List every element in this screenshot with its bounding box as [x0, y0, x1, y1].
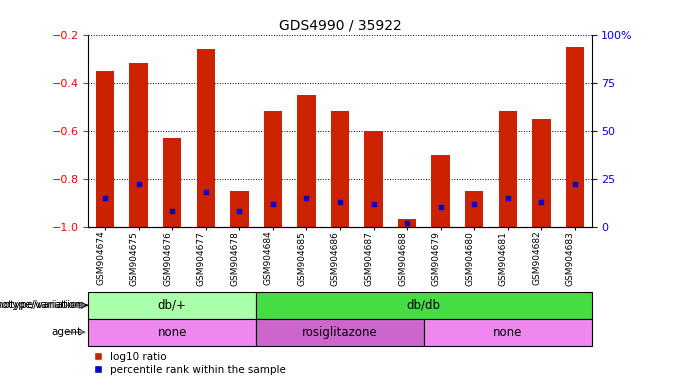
Bar — [424, 319, 592, 346]
Bar — [88, 319, 256, 346]
Bar — [163, 138, 182, 227]
Bar — [256, 292, 592, 319]
Title: GDS4990 / 35922: GDS4990 / 35922 — [279, 18, 401, 32]
Bar — [532, 119, 551, 227]
Bar — [197, 49, 215, 227]
Legend: log10 ratio, percentile rank within the sample: log10 ratio, percentile rank within the … — [94, 352, 286, 375]
Bar — [398, 219, 416, 227]
Text: none: none — [493, 326, 522, 339]
Bar — [465, 190, 483, 227]
Bar — [96, 71, 114, 227]
Text: genotype/variation: genotype/variation — [0, 300, 84, 310]
Bar — [297, 94, 316, 227]
Bar — [256, 319, 424, 346]
Bar — [129, 63, 148, 227]
Bar — [364, 131, 383, 227]
Bar — [498, 111, 517, 227]
Text: agent: agent — [52, 327, 82, 337]
Bar — [566, 46, 584, 227]
Text: db/db: db/db — [407, 299, 441, 312]
Bar — [431, 155, 450, 227]
Bar — [230, 190, 249, 227]
Text: none: none — [158, 326, 187, 339]
Text: rosiglitazone: rosiglitazone — [302, 326, 378, 339]
Bar — [88, 292, 256, 319]
Text: genotype/variation: genotype/variation — [0, 300, 82, 310]
Bar — [330, 111, 350, 227]
Bar — [264, 111, 282, 227]
Text: db/+: db/+ — [158, 299, 187, 312]
